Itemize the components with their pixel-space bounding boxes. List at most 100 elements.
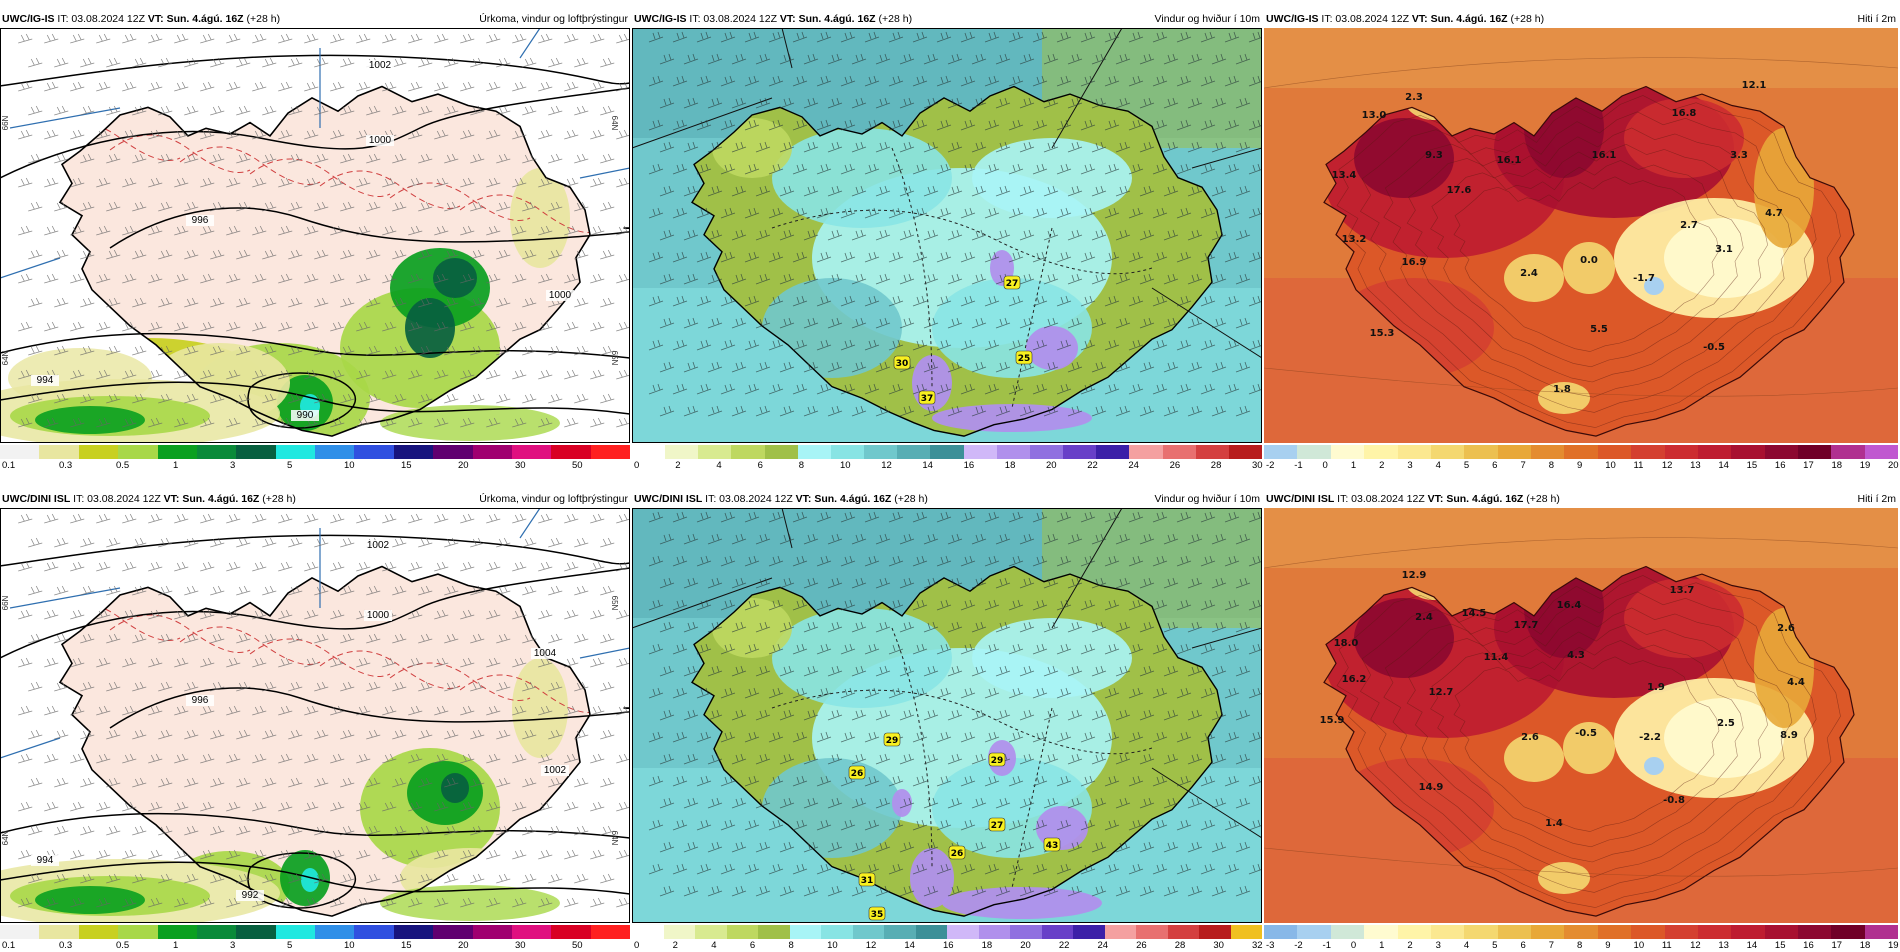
- wind-barb: [512, 33, 527, 44]
- colorbar-swatch: [1497, 925, 1531, 939]
- wind-barb: [803, 621, 819, 633]
- lat-label: 66N: [1, 115, 10, 130]
- wind-barb: [132, 297, 147, 308]
- wind-barb: [1080, 163, 1096, 175]
- map-value-label: 16.9: [1402, 257, 1427, 268]
- wind-barb: [875, 753, 891, 765]
- wind-barb: [672, 339, 688, 351]
- wind-barb: [1152, 163, 1168, 175]
- wind-barb: [851, 709, 867, 721]
- wind-barb: [827, 885, 843, 897]
- wind-area: [772, 608, 952, 708]
- wind-barb: [899, 577, 915, 589]
- wind-barb: [96, 417, 111, 428]
- wind-barb: [512, 369, 527, 380]
- wind-barb: [936, 819, 952, 831]
- wind-barb: [648, 207, 664, 219]
- wind-barb: [888, 511, 904, 523]
- wind-barb: [288, 105, 303, 116]
- wind-barb: [330, 129, 345, 140]
- colorbar-tick-label: 9: [1577, 460, 1583, 471]
- wind-barb: [1187, 665, 1203, 677]
- colorbar-swatch: [947, 925, 979, 939]
- wind-barb: [132, 201, 147, 212]
- wind-barb: [314, 681, 329, 692]
- wind-barb: [18, 753, 33, 764]
- wind-barb: [696, 511, 712, 523]
- wind-barb: [875, 317, 891, 329]
- svg-text:31: 31: [861, 876, 874, 886]
- wind-barb: [366, 249, 381, 260]
- map-value-label: 996: [186, 215, 214, 226]
- wind-barb: [1211, 97, 1227, 109]
- wind-barb: [392, 393, 407, 404]
- wind-barb: [923, 533, 939, 545]
- wind-barb: [1211, 405, 1227, 417]
- wind-barb: [827, 533, 843, 545]
- wind-barb: [875, 533, 891, 545]
- wind-barb: [600, 729, 615, 740]
- wind-barb: [356, 33, 371, 44]
- wind-barb: [947, 533, 963, 545]
- wind-barb: [80, 153, 95, 164]
- map-value-label: 992: [236, 890, 264, 901]
- wind-barb: [278, 417, 293, 428]
- wind-barb: [840, 163, 856, 175]
- map-value-label: 1.4: [1545, 818, 1563, 829]
- wind-barb: [1008, 775, 1024, 787]
- wind-barb: [132, 345, 147, 356]
- wind-barb: [122, 753, 137, 764]
- wind-barb: [1128, 599, 1144, 611]
- wind-barb: [470, 681, 485, 692]
- temp-contour: [249, 638, 391, 677]
- wind-barb: [418, 825, 433, 836]
- wind-barb: [1080, 599, 1096, 611]
- wind-barb: [522, 777, 537, 788]
- wind-barb: [382, 849, 397, 860]
- wind-barb: [288, 873, 303, 884]
- wind-barb: [434, 417, 449, 428]
- wind-barb: [80, 681, 95, 692]
- wind-barb: [1248, 119, 1262, 131]
- wind-barb: [1152, 687, 1168, 699]
- colorbar-tick-label: 2: [1407, 940, 1413, 951]
- wind-barb: [875, 665, 891, 677]
- wind-barb: [262, 249, 277, 260]
- wind-barb: [1091, 709, 1107, 721]
- wind-barb: [70, 33, 85, 44]
- svg-text:16.2: 16.2: [1342, 674, 1367, 685]
- wind-barb: [470, 201, 485, 212]
- wind-barb: [840, 643, 856, 655]
- wind-barb: [1235, 709, 1251, 721]
- wind-barb: [54, 105, 69, 116]
- colorbar-swatch: [758, 925, 790, 939]
- wind-barb: [1067, 797, 1083, 809]
- colorbar-swatch: [930, 445, 964, 459]
- wind-barb: [1019, 577, 1035, 589]
- wind-barb: [1115, 317, 1131, 329]
- wind-barb: [548, 873, 563, 884]
- wind-barb: [768, 643, 784, 655]
- wind-barb: [236, 585, 251, 596]
- valid-time: Sun. 4.ágú. 16Z: [814, 493, 892, 505]
- wind-barb: [971, 273, 987, 285]
- wind-barb: [1224, 687, 1240, 699]
- wind-barb: [1128, 251, 1144, 263]
- wind-barb: [792, 119, 808, 131]
- wind-barb: [947, 317, 963, 329]
- wind-barb: [659, 665, 675, 677]
- colorbar-tick-label: 4: [711, 940, 717, 951]
- wind-barb: [496, 777, 511, 788]
- temp-area: [1624, 578, 1744, 658]
- colorbar-swatch: [1697, 445, 1732, 459]
- isotherm: [1336, 95, 1841, 428]
- temp-contour: [249, 158, 391, 197]
- wind-barb: [1056, 31, 1072, 43]
- wind-barb: [984, 731, 1000, 743]
- wind-barb: [132, 633, 147, 644]
- wind-barb: [995, 621, 1011, 633]
- wind-barb: [486, 657, 501, 668]
- colorbar-swatch: [78, 445, 119, 459]
- wind-barb: [768, 511, 784, 523]
- wind-barb: [96, 369, 111, 380]
